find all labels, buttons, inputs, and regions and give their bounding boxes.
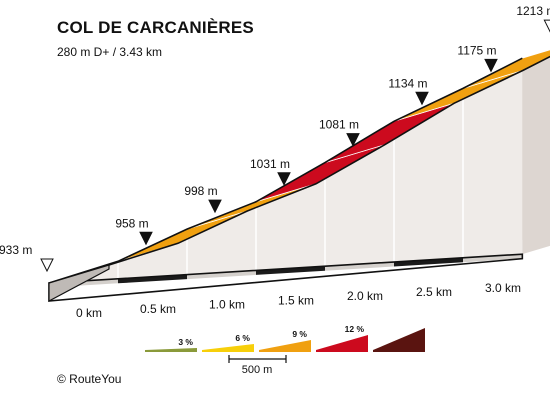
elevation-marker (139, 231, 153, 246)
base-slab-left (48, 264, 110, 302)
legend-swatch (316, 335, 368, 352)
legend-grade-label: 12 % (345, 324, 365, 334)
legend-grade-label: 9 % (292, 329, 307, 339)
elevation-marker-open (40, 258, 54, 273)
elevation-marker (484, 58, 498, 73)
scale-bar-label: 500 m (242, 364, 273, 376)
profile-back-edge (108, 55, 550, 266)
legend-swatch (259, 340, 311, 352)
legend-swatch (373, 328, 425, 352)
x-tick-label: 2.5 km (416, 285, 452, 299)
elevation-label: 1031 m (250, 157, 290, 171)
elevation-marker (415, 91, 429, 106)
grade-legend: 3 % 6 % 9 % 12 % 500 m (145, 324, 425, 376)
elevation-label: 1134 m (388, 76, 427, 90)
profile-end-wall (522, 49, 550, 255)
elevation-label: 958 m (115, 216, 148, 230)
base-band (118, 274, 187, 284)
base-band (256, 266, 325, 275)
routeyou-credit: © RouteYou (57, 372, 122, 386)
x-tick-label: 1.5 km (278, 293, 314, 307)
profile-front-wall (49, 58, 523, 283)
elevation-label: 998 m (184, 184, 217, 198)
elevation-label: 1081 m (319, 118, 359, 132)
elevation-label: 1175 m (457, 43, 496, 57)
chart-subtitle: 280 m D+ / 3.43 km (57, 45, 163, 59)
chart-title: COL DE CARCANIÈRES (57, 18, 254, 37)
elevation-marker (208, 199, 222, 214)
x-tick-label: 2.0 km (347, 289, 383, 303)
x-tick-label: 0 km (76, 306, 102, 320)
elevation-marker (277, 172, 291, 186)
tick-layer: 0 km 0.5 km 1.0 km 1.5 km 2.0 km 2.5 km 3.0 km (76, 281, 521, 320)
base-band (463, 254, 523, 263)
base-band (325, 261, 394, 271)
legend-swatch (145, 348, 197, 352)
legend-swatch (202, 344, 254, 352)
elevation-marker (346, 133, 360, 147)
elevation-label: 933 m (0, 243, 32, 257)
x-tick-label: 1.0 km (209, 298, 245, 312)
elevation-label: 1213 m (516, 4, 550, 18)
marker-layer: 933 m 958 m 998 m 1031 m 1081 m 1134 m 1175 m 1… (0, 4, 550, 273)
elevation-marker-open (543, 19, 550, 33)
profile-front-edge (48, 57, 523, 284)
base-band (187, 270, 256, 280)
x-tick-label: 3.0 km (485, 281, 521, 295)
base-band (394, 257, 463, 267)
profile-layer (48, 49, 550, 302)
x-tick-label: 0.5 km (140, 302, 176, 316)
legend-grade-label: 3 % (178, 337, 193, 347)
legend-grade-label: 6 % (235, 333, 250, 343)
